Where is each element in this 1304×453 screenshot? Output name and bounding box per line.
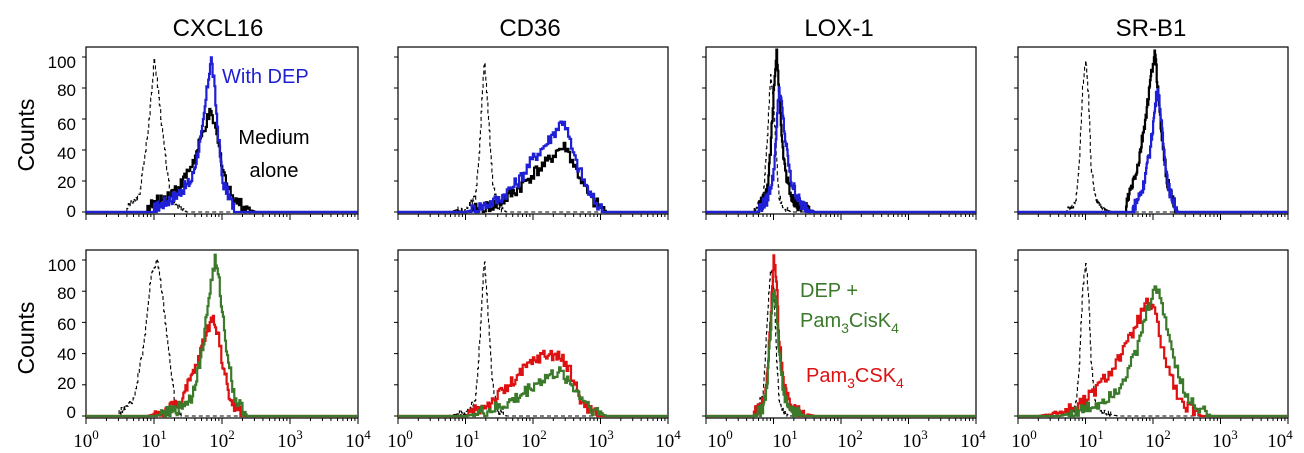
panel-frame xyxy=(397,249,669,419)
histogram-panels xyxy=(82,46,1289,424)
annotation-pam3csk4: Pam3CSK4 xyxy=(806,365,904,391)
ylabel-top-row: Counts xyxy=(13,99,39,172)
xtick-label: 100 xyxy=(707,427,733,452)
histogram-panel xyxy=(702,46,977,220)
ytick-label: 100 xyxy=(48,53,76,72)
histogram-panel xyxy=(702,249,977,424)
xtick-label: 104 xyxy=(655,427,681,452)
histogram-series-isotype xyxy=(398,62,668,213)
yticks-bottom: 100 80 60 40 20 0 xyxy=(48,256,76,422)
xtick-label: 104 xyxy=(345,427,371,452)
xticks: 100 101 102 103 104 100 101 102 103 104 … xyxy=(73,427,1293,452)
xtick-label: 102 xyxy=(521,427,547,452)
histogram-panel xyxy=(1014,249,1289,424)
col-title-cd36: CD36 xyxy=(499,15,560,42)
histogram-series-pam3csk4 xyxy=(86,314,358,418)
ylabel-bottom-row: Counts xyxy=(13,302,39,375)
histogram-series-isotype xyxy=(86,258,358,417)
histogram-series-medium xyxy=(706,48,976,214)
col-title-lox1: LOX-1 xyxy=(804,15,873,42)
histogram-panel xyxy=(394,46,669,220)
histogram-series-isotype xyxy=(86,57,358,213)
histogram-panel xyxy=(394,249,669,424)
xtick-label: 102 xyxy=(837,427,863,452)
panel-frame xyxy=(705,46,977,215)
histogram-panel xyxy=(82,249,359,424)
histogram-series-dep xyxy=(86,56,358,214)
ytick-label: 80 xyxy=(57,284,76,303)
histogram-series-pam3csk4 xyxy=(398,349,668,418)
histogram-series-dep_pam3cisk4 xyxy=(398,366,668,418)
ytick-label: 60 xyxy=(57,315,76,334)
panel-frame xyxy=(1017,249,1289,419)
xtick-label: 103 xyxy=(902,427,928,452)
histogram-series-pam3csk4 xyxy=(1018,297,1288,418)
ytick-label: 60 xyxy=(57,115,76,134)
histogram-series-dep_pam3cisk4 xyxy=(706,289,976,418)
histogram-series-isotype xyxy=(398,261,668,417)
ytick-label: 40 xyxy=(57,345,76,364)
panel-frame xyxy=(397,46,669,215)
xtick-label: 103 xyxy=(277,427,303,452)
xtick-label: 104 xyxy=(1267,427,1293,452)
ytick-label: 20 xyxy=(57,173,76,192)
xtick-label: 100 xyxy=(387,427,413,452)
ytick-label: 40 xyxy=(57,144,76,163)
histogram-series-isotype xyxy=(706,74,976,213)
annotation-medium-alone-line2: alone xyxy=(250,160,299,182)
histogram-series-dep_pam3cisk4 xyxy=(86,253,358,418)
annotation-with-dep: With DEP xyxy=(222,66,309,88)
ytick-label: 20 xyxy=(57,374,76,393)
col-title-srb1: SR-B1 xyxy=(1116,15,1187,42)
xtick-label: 103 xyxy=(588,427,614,452)
histogram-panel xyxy=(82,46,359,220)
annotation-pam3cisk4: Pam3CisK4 xyxy=(800,310,899,336)
xtick-label: 103 xyxy=(1212,427,1238,452)
xtick-label: 101 xyxy=(454,427,480,452)
panel-frame xyxy=(85,249,359,419)
histogram-series-dep xyxy=(398,120,668,214)
xtick-label: 102 xyxy=(209,427,235,452)
histogram-panel xyxy=(1014,46,1289,220)
xtick-label: 102 xyxy=(1145,427,1171,452)
ytick-label: 100 xyxy=(48,256,76,275)
xtick-label: 101 xyxy=(1078,427,1104,452)
ytick-label: 80 xyxy=(57,81,76,100)
histogram-series-medium xyxy=(86,107,358,214)
histogram-series-dep xyxy=(706,86,976,214)
histogram-series-dep xyxy=(1018,88,1288,214)
xtick-label: 100 xyxy=(1011,427,1037,452)
xtick-label: 104 xyxy=(960,427,986,452)
xtick-label: 100 xyxy=(73,427,99,452)
yticks-top: 100 80 60 40 20 0 xyxy=(48,53,76,221)
histogram-series-dep_pam3cisk4 xyxy=(1018,285,1288,418)
col-title-cxcl16: CXCL16 xyxy=(173,15,264,42)
ytick-label: 0 xyxy=(67,403,76,422)
annotation-dep-plus: DEP + xyxy=(800,280,858,302)
ytick-label: 0 xyxy=(67,202,76,221)
xtick-label: 101 xyxy=(772,427,798,452)
histogram-series-isotype xyxy=(1018,263,1288,417)
annotation-medium-alone-line1: Medium xyxy=(238,127,309,149)
xtick-label: 101 xyxy=(141,427,167,452)
histogram-series-isotype xyxy=(1018,59,1288,213)
